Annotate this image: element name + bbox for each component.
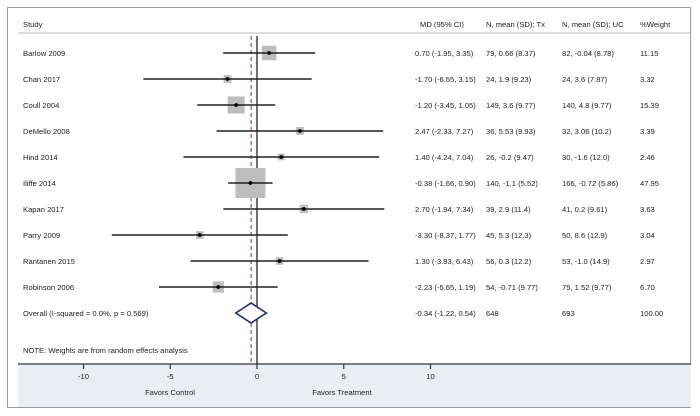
header-uc: N, mean (SD); UC bbox=[562, 20, 624, 29]
study-name: Barlow 2009 bbox=[23, 49, 65, 58]
study-name: DeMello 2008 bbox=[23, 127, 70, 136]
md-ci-value: -3.30 (-8.37, 1.77) bbox=[415, 231, 476, 240]
xlabel-left: Favors Control bbox=[145, 388, 195, 397]
x-tick-label: -10 bbox=[78, 372, 89, 381]
study-row: Parry 2009 -3.30 (-8.37, 1.77) 45, 5.3 (12… bbox=[23, 231, 655, 240]
tx-value: 54, -0.71 (9.77) bbox=[486, 283, 538, 292]
md-ci-value: -0.38 (-1.66, 0.90) bbox=[415, 179, 476, 188]
x-tick-label: 10 bbox=[426, 372, 434, 381]
study-name: Iliffe 2014 bbox=[23, 179, 56, 188]
header-weight: %Weight bbox=[640, 20, 671, 29]
study-name: Chan 2017 bbox=[23, 75, 60, 84]
point-estimate bbox=[225, 77, 230, 81]
tx-value: 45, 5.3 (12.3) bbox=[486, 231, 532, 240]
header-study: Study bbox=[23, 20, 43, 29]
point-estimate bbox=[234, 103, 239, 107]
md-ci-value: 2.47 (-2.33, 7.27) bbox=[415, 127, 474, 136]
tx-value: 56, 0.3 (12.2) bbox=[486, 257, 532, 266]
study-row: Coull 2004 -1.20 (-3.45, 1.05) 149, 3.6 (9… bbox=[23, 96, 659, 114]
weight-value: 15.39 bbox=[640, 101, 659, 110]
point-estimate bbox=[216, 285, 221, 289]
x-tick-label: -5 bbox=[167, 372, 174, 381]
uc-value: 32, 3.06 (10.2) bbox=[562, 127, 612, 136]
overall-md-ci-value: -0.34 (-1.22, 0.54) bbox=[415, 309, 476, 318]
uc-value: 50, 8.6 (12.9) bbox=[562, 231, 608, 240]
tx-value: 140, -1.1 (5.52) bbox=[486, 179, 538, 188]
uc-value: 82, -0.04 (8.78) bbox=[562, 49, 614, 58]
study-rows: Barlow 2009 0.70 (-1.95, 3.35) 79, 0.66 (8… bbox=[23, 45, 663, 324]
forest-plot-frame bbox=[7, 7, 691, 408]
tx-value: 149, 3.6 (9.77) bbox=[486, 101, 536, 110]
header-tx: N, mean (SD); Tx bbox=[486, 20, 545, 29]
tx-value: 39, 2.9 (11.4) bbox=[486, 205, 531, 214]
study-row: Rantanen 2015 1.30 (-3.83, 6.43) 56, 0.3 (… bbox=[23, 257, 655, 266]
header-md: MD (95% CI) bbox=[420, 20, 464, 29]
weight-value: 2.46 bbox=[640, 153, 655, 162]
point-estimate bbox=[248, 181, 253, 185]
weight-value: 3.32 bbox=[640, 75, 655, 84]
md-ci-value: 1.40 (-4.24, 7.04) bbox=[415, 153, 474, 162]
uc-value: 53, -1.0 (14.9) bbox=[562, 257, 610, 266]
uc-value: 24, 3.6 (7.87) bbox=[562, 75, 608, 84]
overall-tx-value: 648 bbox=[486, 309, 499, 318]
study-name: Robinson 2006 bbox=[23, 283, 74, 292]
uc-value: 41, 0.2 (9.61) bbox=[562, 205, 608, 214]
x-tick-label: 5 bbox=[342, 372, 346, 381]
md-ci-value: -1.70 (-6.55, 3.15) bbox=[415, 75, 476, 84]
study-name: Coull 2004 bbox=[23, 101, 59, 110]
point-estimate bbox=[277, 259, 282, 263]
overall-diamond bbox=[234, 302, 268, 324]
point-estimate bbox=[297, 129, 302, 133]
study-name: Rantanen 2015 bbox=[23, 257, 75, 266]
weight-value: 11.15 bbox=[640, 49, 658, 58]
md-ci-value: 0.70 (-1.95, 3.35) bbox=[415, 49, 474, 58]
study-name: Kapan 2017 bbox=[23, 205, 64, 214]
tx-value: 26, -0.2 (9.47) bbox=[486, 153, 534, 162]
weight-value: 3.63 bbox=[640, 205, 655, 214]
study-row: Iliffe 2014 -0.38 (-1.66, 0.90) 140, -1.1 … bbox=[23, 168, 659, 198]
point-estimate bbox=[279, 155, 284, 159]
weight-value: 3.39 bbox=[640, 127, 655, 136]
axis-band bbox=[18, 364, 691, 407]
uc-value: 166, -0.72 (5.86) bbox=[562, 179, 619, 188]
study-row: Robinson 2006 -2.23 (-5.65, 1.19) 54, -0.7… bbox=[23, 281, 655, 293]
study-name: Parry 2009 bbox=[23, 231, 60, 240]
weight-value: 3.04 bbox=[640, 231, 655, 240]
md-ci-value: 1.30 (-3.83, 6.43) bbox=[415, 257, 474, 266]
overall-uc-value: 693 bbox=[562, 309, 575, 318]
study-row: Hind 2014 1.40 (-4.24, 7.04) 26, -0.2 (9.4… bbox=[23, 153, 655, 162]
study-name: Hind 2014 bbox=[23, 153, 58, 162]
x-ticks: -10 -5 0 5 10 bbox=[78, 364, 435, 381]
point-estimate bbox=[267, 51, 272, 55]
study-row: Chan 2017 -1.70 (-6.55, 3.15) 24, 1.9 (9.2… bbox=[23, 75, 655, 84]
point-estimate bbox=[301, 207, 306, 211]
tx-value: 79, 0.66 (8.37) bbox=[486, 49, 536, 58]
x-tick-label: 0 bbox=[255, 372, 259, 381]
overall-row: Overall (I-squared = 0.0%, p = 0.569) -0.… bbox=[23, 302, 663, 324]
uc-value: 75, 1.52 (9.77) bbox=[562, 283, 612, 292]
footnote: NOTE: Weights are from random effects an… bbox=[23, 346, 188, 355]
weight-value: 47.95 bbox=[640, 179, 659, 188]
point-estimate bbox=[197, 233, 202, 237]
overall-weight-value: 100.00 bbox=[640, 309, 663, 318]
study-row: DeMello 2008 2.47 (-2.33, 7.27) 36, 5.53 (… bbox=[23, 127, 655, 136]
study-row: Barlow 2009 0.70 (-1.95, 3.35) 79, 0.66 (8… bbox=[23, 45, 658, 61]
md-ci-value: 2.70 (-1.94, 7.34) bbox=[415, 205, 474, 214]
md-ci-value: -2.23 (-5.65, 1.19) bbox=[415, 283, 476, 292]
md-ci-value: -1.20 (-3.45, 1.05) bbox=[415, 101, 476, 110]
tx-value: 36, 5.53 (9.93) bbox=[486, 127, 536, 136]
uc-value: 30, -1.6 (12.0) bbox=[562, 153, 610, 162]
tx-value: 24, 1.9 (9.23) bbox=[486, 75, 532, 84]
overall-study-name: Overall (I-squared = 0.0%, p = 0.569) bbox=[23, 309, 149, 318]
weight-value: 2.97 bbox=[640, 257, 655, 266]
uc-value: 140, 4.8 (9.77) bbox=[562, 101, 612, 110]
weight-value: 6.70 bbox=[640, 283, 655, 292]
xlabel-right: Favors Treatment bbox=[312, 388, 372, 397]
study-row: Kapan 2017 2.70 (-1.94, 7.34) 39, 2.9 (11.… bbox=[23, 204, 655, 214]
